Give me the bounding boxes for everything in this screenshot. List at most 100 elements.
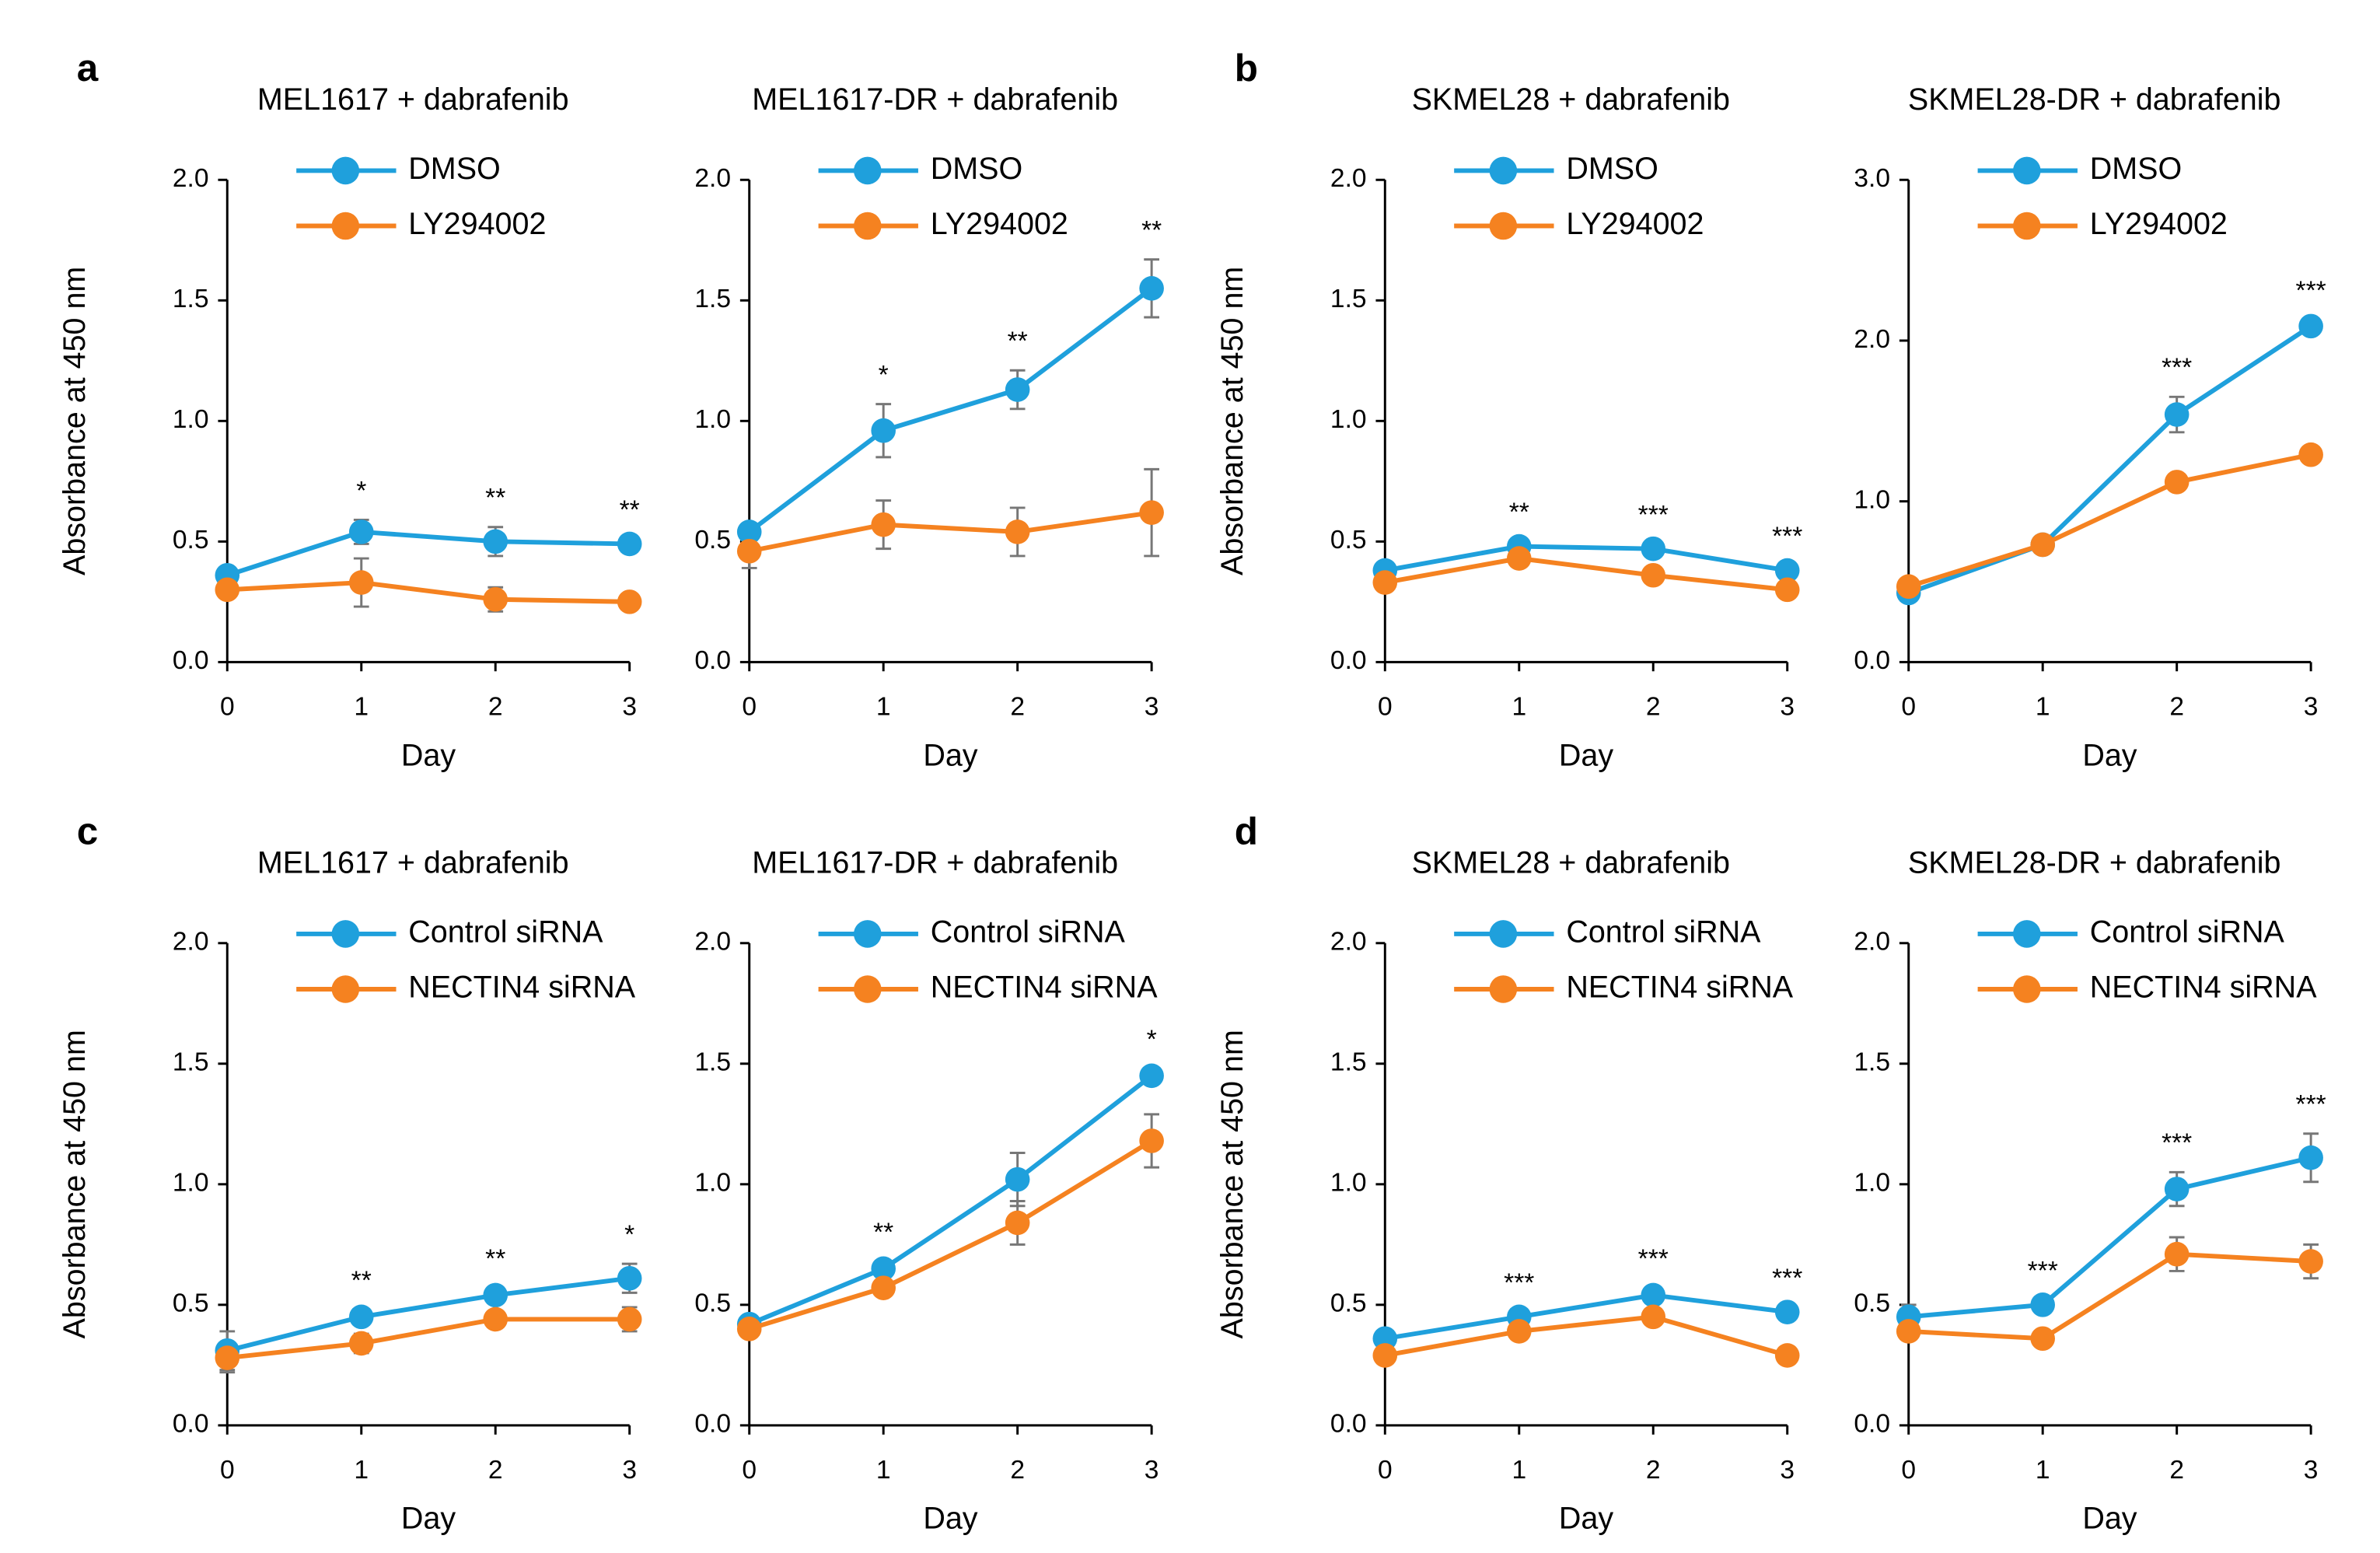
x-tick-label: 1 bbox=[354, 692, 369, 721]
y-axis-label: Absorbance at 450 nm bbox=[1215, 267, 1249, 575]
legend-label: Control siRNA bbox=[931, 915, 1126, 949]
y-tick-label: 1.5 bbox=[1330, 1048, 1367, 1077]
y-axis-label: Absorbance at 450 nm bbox=[1215, 1030, 1249, 1338]
x-tick-label: 2 bbox=[2169, 1456, 2184, 1485]
y-tick-label: 0.5 bbox=[1854, 1289, 1890, 1318]
x-tick-label: 3 bbox=[622, 692, 637, 721]
data-point bbox=[483, 586, 509, 612]
legend-label: NECTIN4 siRNA bbox=[2090, 970, 2317, 1004]
data-point bbox=[1005, 519, 1030, 544]
x-tick-label: 2 bbox=[488, 1456, 503, 1485]
x-axis-label: Day bbox=[1559, 738, 1613, 772]
legend-marker bbox=[331, 975, 360, 1003]
data-point bbox=[2164, 402, 2190, 427]
data-point bbox=[483, 1306, 509, 1332]
x-tick-label: 0 bbox=[1378, 1456, 1393, 1485]
y-tick-label: 1.5 bbox=[1854, 1048, 1890, 1077]
data-point bbox=[871, 1275, 896, 1300]
x-tick-label: 2 bbox=[488, 692, 503, 721]
legend-marker bbox=[331, 212, 360, 240]
data-point bbox=[1139, 275, 1164, 301]
y-tick-label: 2.0 bbox=[1330, 928, 1367, 957]
y-tick-label: 0.5 bbox=[694, 1289, 731, 1318]
legend-marker bbox=[331, 920, 360, 948]
significance-label: * bbox=[624, 1220, 634, 1249]
legend-label: NECTIN4 siRNA bbox=[408, 970, 635, 1004]
data-point bbox=[1372, 570, 1398, 595]
y-tick-label: 1.0 bbox=[1854, 1169, 1890, 1198]
data-point bbox=[1506, 546, 1532, 571]
x-tick-label: 2 bbox=[2169, 692, 2184, 721]
y-tick-label: 0.0 bbox=[1330, 1410, 1367, 1439]
y-tick-label: 0.5 bbox=[1330, 526, 1367, 554]
y-tick-label: 3.0 bbox=[1854, 164, 1890, 193]
x-axis-label: Day bbox=[2082, 1502, 2137, 1536]
legend-label: Control siRNA bbox=[2090, 915, 2285, 949]
panel-label: b bbox=[1235, 47, 1258, 89]
data-point bbox=[1139, 1063, 1164, 1089]
data-point bbox=[483, 529, 509, 554]
chart-title: MEL1617 + dabrafenib bbox=[257, 82, 569, 117]
data-point bbox=[1641, 562, 1666, 588]
significance-label: ** bbox=[485, 484, 505, 512]
data-point bbox=[736, 1317, 762, 1341]
panel-label: d bbox=[1235, 810, 1258, 853]
chart-title: MEL1617 + dabrafenib bbox=[257, 845, 569, 880]
x-axis-label: Day bbox=[923, 1502, 977, 1536]
significance-label: ** bbox=[1141, 216, 1162, 245]
data-point bbox=[1005, 377, 1030, 402]
series-line bbox=[1384, 1292, 1788, 1341]
x-tick-label: 1 bbox=[876, 692, 891, 721]
legend-label: LY294002 bbox=[2090, 207, 2228, 241]
data-point bbox=[1005, 1166, 1030, 1192]
x-tick-label: 2 bbox=[1646, 1456, 1661, 1485]
significance-label: *** bbox=[1772, 523, 1802, 551]
y-tick-label: 1.5 bbox=[173, 285, 209, 313]
significance-label: *** bbox=[2296, 1090, 2326, 1119]
x-tick-label: 0 bbox=[1378, 692, 1393, 721]
legend-label: NECTIN4 siRNA bbox=[1566, 970, 1793, 1004]
legend-marker bbox=[854, 975, 882, 1003]
data-point bbox=[1372, 1343, 1398, 1368]
legend-marker bbox=[2013, 975, 2041, 1003]
panel-label: a bbox=[77, 47, 99, 89]
y-axis-label: Absorbance at 450 nm bbox=[58, 1030, 92, 1338]
legend-marker bbox=[2013, 920, 2041, 948]
y-tick-label: 2.0 bbox=[694, 928, 731, 957]
legend-label: NECTIN4 siRNA bbox=[931, 970, 1158, 1004]
y-tick-label: 1.5 bbox=[1330, 285, 1367, 313]
series-line bbox=[748, 1139, 1153, 1331]
y-tick-label: 1.0 bbox=[1330, 1169, 1367, 1198]
data-point bbox=[348, 1331, 374, 1356]
significance-label: * bbox=[1147, 1025, 1157, 1054]
x-axis-label: Day bbox=[401, 1502, 456, 1536]
data-point bbox=[1774, 577, 1800, 603]
data-point bbox=[2164, 470, 2190, 495]
significance-label: *** bbox=[2296, 276, 2326, 305]
y-tick-label: 0.5 bbox=[173, 526, 209, 554]
data-point bbox=[215, 1345, 240, 1370]
legend-marker bbox=[854, 212, 882, 240]
y-tick-label: 1.0 bbox=[694, 405, 731, 434]
x-tick-label: 2 bbox=[1646, 692, 1661, 721]
chart-title: SKMEL28 + dabrafenib bbox=[1412, 82, 1730, 117]
y-tick-label: 2.0 bbox=[1330, 164, 1367, 193]
y-axis-label: Absorbance at 450 nm bbox=[58, 267, 92, 575]
legend-label: LY294002 bbox=[931, 207, 1068, 241]
data-point bbox=[1774, 1343, 1800, 1368]
series-line bbox=[226, 1275, 631, 1353]
y-tick-label: 0.0 bbox=[1854, 1410, 1890, 1439]
significance-label: ** bbox=[1509, 498, 1529, 527]
significance-label: *** bbox=[1638, 501, 1669, 530]
data-point bbox=[1506, 1319, 1532, 1344]
y-tick-label: 1.0 bbox=[1330, 405, 1367, 434]
data-point bbox=[2030, 1326, 2055, 1352]
data-point bbox=[348, 1304, 374, 1330]
data-point bbox=[871, 512, 896, 537]
data-point bbox=[1372, 1326, 1398, 1352]
x-tick-label: 0 bbox=[1901, 1456, 1916, 1485]
x-tick-label: 0 bbox=[742, 1456, 757, 1485]
legend-label: DMSO bbox=[2090, 152, 2182, 186]
y-tick-label: 0.0 bbox=[173, 1410, 209, 1439]
series-line bbox=[1384, 556, 1788, 593]
